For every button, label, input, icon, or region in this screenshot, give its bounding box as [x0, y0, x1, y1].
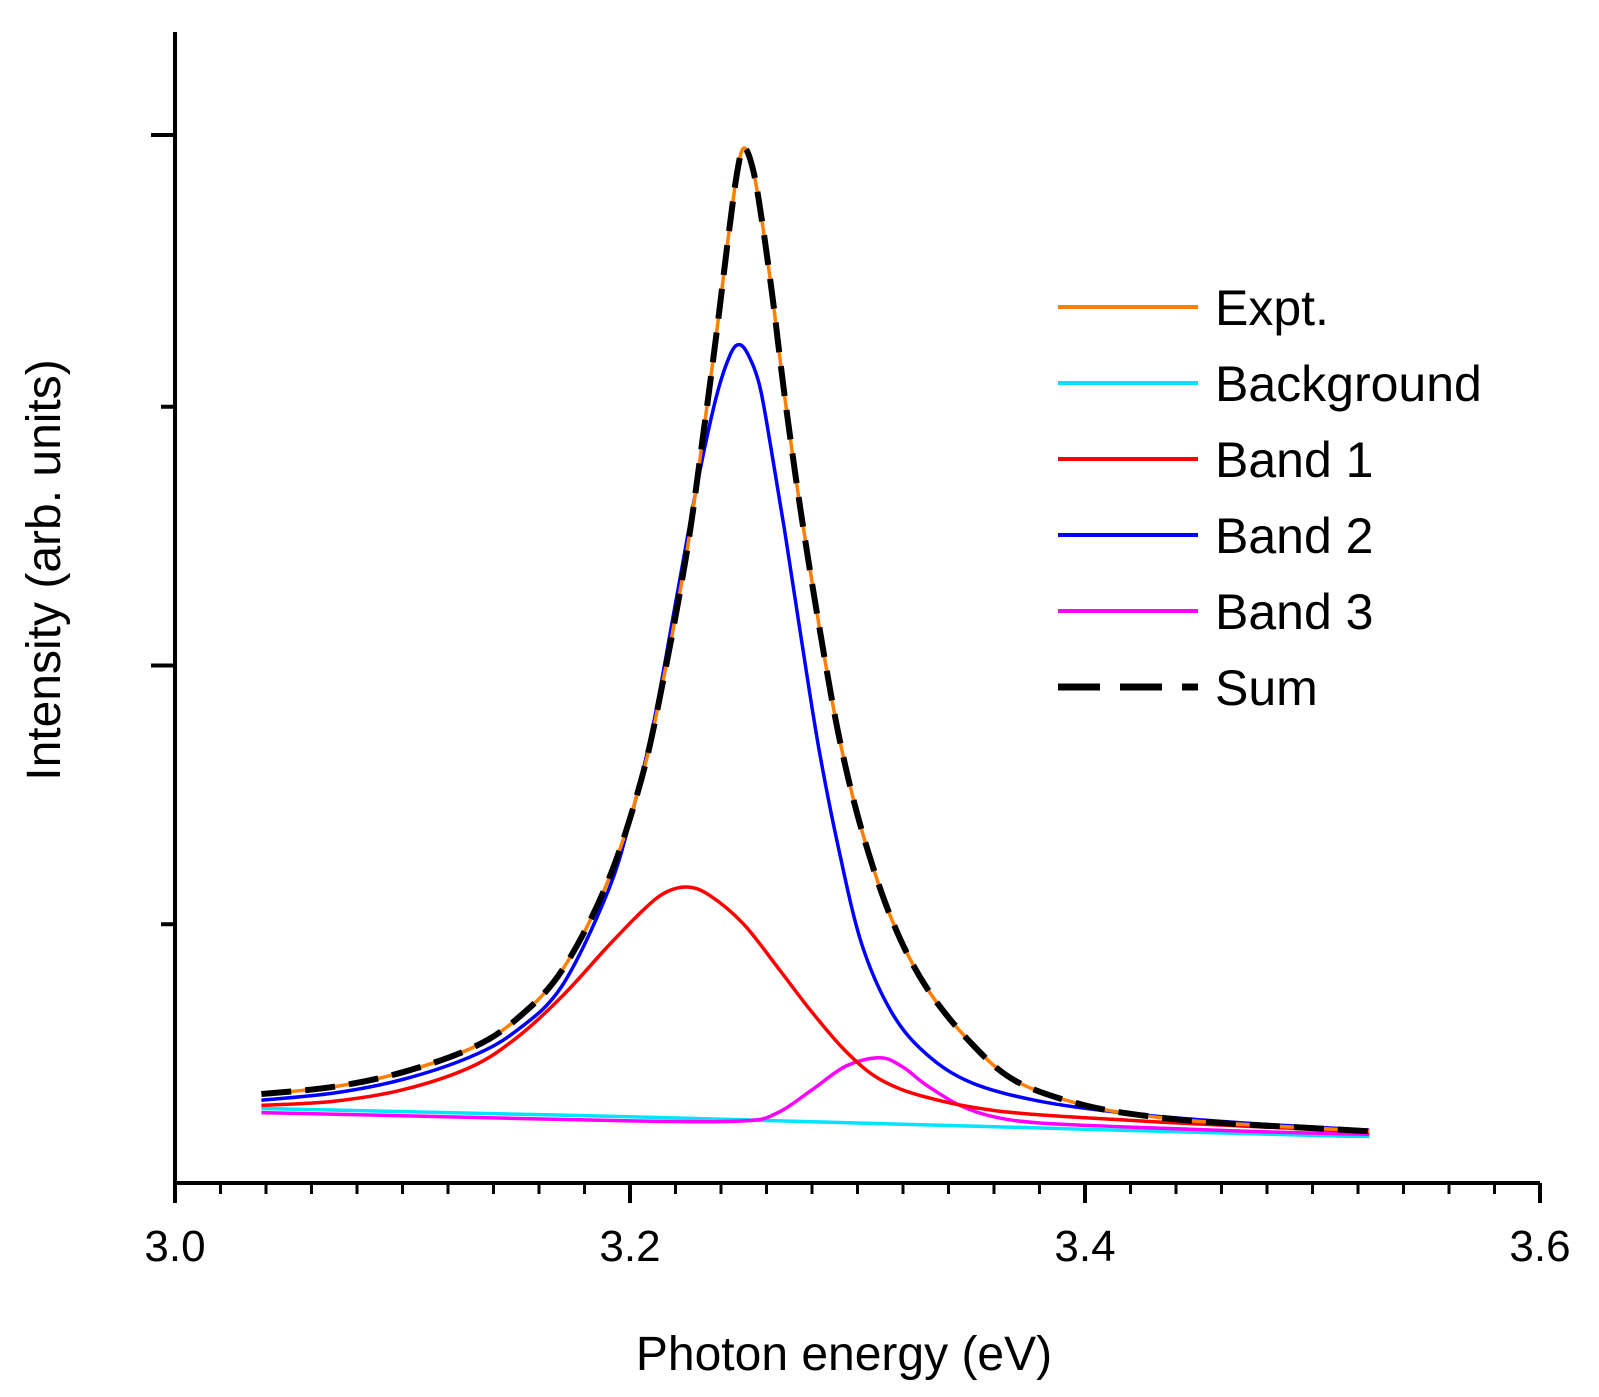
x-tick-label: 3.6	[1509, 1222, 1570, 1271]
series-line-background	[261, 1106, 1370, 1139]
legend: Expt. Background Band 1 Band 2 Band 3 Sum	[1058, 280, 1482, 716]
series-group	[261, 145, 1370, 1139]
y-ticks	[151, 133, 175, 927]
y-axis-title: Intensity (arb. units)	[18, 359, 71, 781]
legend-label: Sum	[1215, 660, 1318, 716]
x-axis-title: Photon energy (eV)	[636, 1328, 1052, 1381]
series-line-sum	[261, 145, 1370, 1135]
series-line-band-3	[261, 1056, 1370, 1137]
legend-label: Band 2	[1215, 508, 1373, 564]
x-ticks	[173, 1183, 1542, 1203]
x-tick-label: 3.2	[599, 1222, 660, 1271]
x-tick-label: 3.0	[144, 1222, 205, 1271]
series-line-band-1	[261, 885, 1370, 1135]
x-tick-labels: 3.0 3.2 3.4 3.6	[144, 1222, 1570, 1271]
legend-label: Band 3	[1215, 584, 1373, 640]
x-tick-label: 3.4	[1054, 1222, 1115, 1271]
legend-label: Expt.	[1215, 280, 1329, 336]
legend-label: Background	[1215, 356, 1482, 412]
series-line-expt	[261, 146, 1370, 1134]
legend-label: Band 1	[1215, 432, 1373, 488]
y-axis-title-group: Intensity (arb. units)	[18, 359, 71, 781]
series-line-band-2	[261, 342, 1370, 1132]
